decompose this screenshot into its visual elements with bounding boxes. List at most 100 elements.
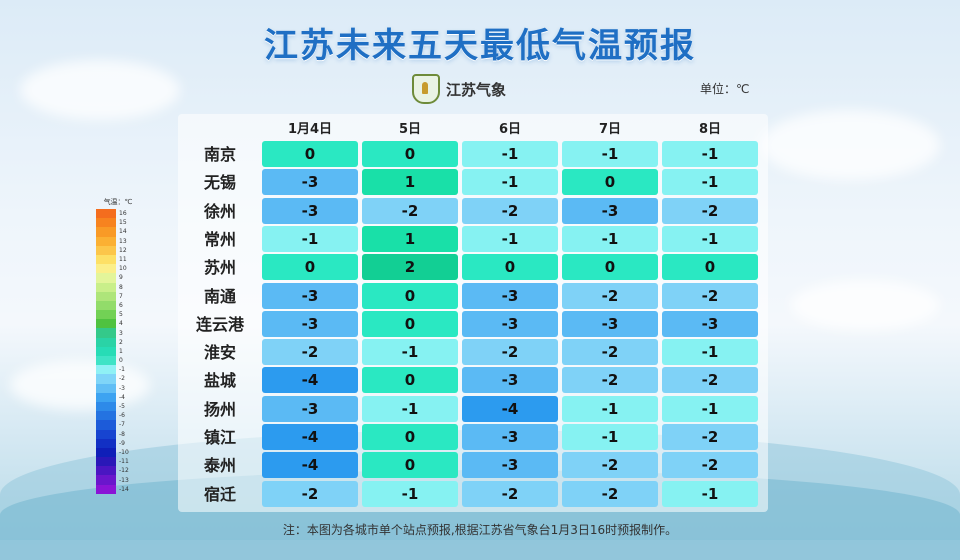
legend-label: 11: [119, 256, 127, 264]
legend-item: -12: [96, 466, 140, 476]
temperature-cell: 0: [362, 141, 458, 167]
legend-label: -9: [119, 439, 125, 447]
legend-item: 11: [96, 254, 140, 265]
temperature-cell: -4: [462, 395, 558, 422]
temperature-cell: 0: [262, 254, 358, 281]
city-label: 常州: [203, 229, 236, 249]
background-cloud: [10, 360, 150, 410]
legend-item: 1: [96, 346, 140, 356]
legend-item: -3: [96, 383, 140, 393]
temperature-cell: 0: [462, 254, 558, 281]
column-header: 5日: [398, 122, 422, 137]
city-label: 无锡: [203, 173, 236, 193]
legend-label: 15: [119, 219, 127, 227]
temperature-cell: -3: [262, 310, 358, 337]
temperature-cell: -2: [662, 282, 758, 309]
unit-label: 单位：℃: [700, 82, 750, 96]
legend-label: -4: [119, 393, 125, 401]
temperature-cell: -1: [662, 225, 758, 252]
legend-swatch: [96, 218, 116, 228]
legend-swatch: [96, 429, 116, 439]
legend-swatch: [96, 383, 116, 393]
temperature-cell: 0: [362, 424, 458, 450]
background-cloud: [760, 110, 940, 180]
legend-label: -12: [119, 467, 129, 475]
legend-item: 15: [96, 218, 140, 228]
legend-item: 13: [96, 236, 140, 246]
legend-item: 12: [96, 245, 140, 255]
temperature-cell: -3: [462, 282, 558, 309]
city-label: 泰州: [203, 456, 236, 476]
legend-item: 3: [96, 328, 140, 338]
legend-swatch: [96, 346, 116, 356]
legend-label: 9: [119, 274, 123, 282]
temperature-cell: -1: [462, 225, 558, 252]
legend-label: -14: [119, 485, 129, 493]
temperature-cell: 0: [662, 254, 758, 281]
legend-swatch: [96, 254, 116, 265]
logo: 江苏气象: [412, 74, 506, 104]
temperature-cell: -2: [462, 339, 558, 366]
column-header: 6日: [498, 122, 522, 137]
temperature-cell: -1: [562, 141, 658, 167]
temperature-cell: -3: [262, 395, 358, 422]
legend-swatch: [96, 356, 116, 366]
background-cloud: [20, 60, 180, 120]
legend-swatch: [96, 273, 116, 283]
legend-item: -4: [96, 392, 140, 402]
legend-item: 2: [96, 337, 140, 347]
legend-label: -2: [119, 375, 125, 383]
temperature-cell: -2: [562, 339, 658, 366]
legend-swatch: [96, 411, 116, 421]
temperature-cell: -3: [462, 310, 558, 337]
legend-swatch: [96, 227, 116, 237]
meteorology-emblem-icon: [412, 74, 440, 104]
legend-item: 4: [96, 319, 140, 329]
legend-label: 14: [119, 228, 127, 236]
temperature-cell: -4: [262, 367, 358, 394]
temperature-cell: 2: [362, 254, 458, 281]
temperature-cell: -1: [462, 141, 558, 167]
temperature-cell: 0: [362, 282, 458, 309]
legend-item: -11: [96, 457, 140, 467]
temperature-cell: -2: [462, 197, 558, 224]
temperature-cell: -1: [662, 395, 758, 422]
legend-label: 16: [119, 210, 127, 218]
temperature-cell: -2: [662, 367, 758, 394]
legend-label: 12: [119, 246, 127, 254]
temperature-cell: 1: [362, 169, 458, 196]
temperature-cell: 0: [362, 452, 458, 479]
temperature-cell: -1: [362, 480, 458, 507]
background-cloud: [790, 280, 940, 330]
legend-item: 7: [96, 291, 140, 301]
legend-label: 5: [119, 311, 123, 319]
temperature-cell: -3: [262, 197, 358, 224]
legend-label: -3: [119, 384, 125, 392]
temperature-cell: 0: [262, 141, 358, 167]
city-label: 淮安: [203, 343, 236, 363]
temperature-cell: -2: [662, 452, 758, 479]
legend-swatch: [96, 328, 116, 338]
legend-label: 6: [119, 301, 123, 309]
legend-swatch: [96, 484, 116, 494]
legend-swatch: [96, 319, 116, 329]
legend-swatch: [96, 447, 116, 458]
legend-label: -8: [119, 430, 125, 438]
legend-swatch: [96, 337, 116, 347]
legend-item: -1: [96, 365, 140, 375]
legend-item: 8: [96, 282, 140, 292]
legend-item: -7: [96, 420, 140, 430]
legend-item: 10: [96, 264, 140, 274]
legend-label: 0: [119, 357, 123, 365]
temperature-cell: -3: [262, 169, 358, 196]
city-label: 南通: [203, 286, 236, 306]
legend-label: 13: [119, 237, 127, 245]
legend-label: 4: [119, 320, 123, 328]
legend-swatch: [96, 438, 116, 448]
temperature-cell: -1: [562, 395, 658, 422]
temperature-cell: -2: [462, 480, 558, 507]
legend-swatch: [96, 236, 116, 246]
legend-swatch: [96, 282, 116, 292]
temperature-cell: -2: [562, 480, 658, 507]
city-label: 扬州: [203, 399, 236, 419]
